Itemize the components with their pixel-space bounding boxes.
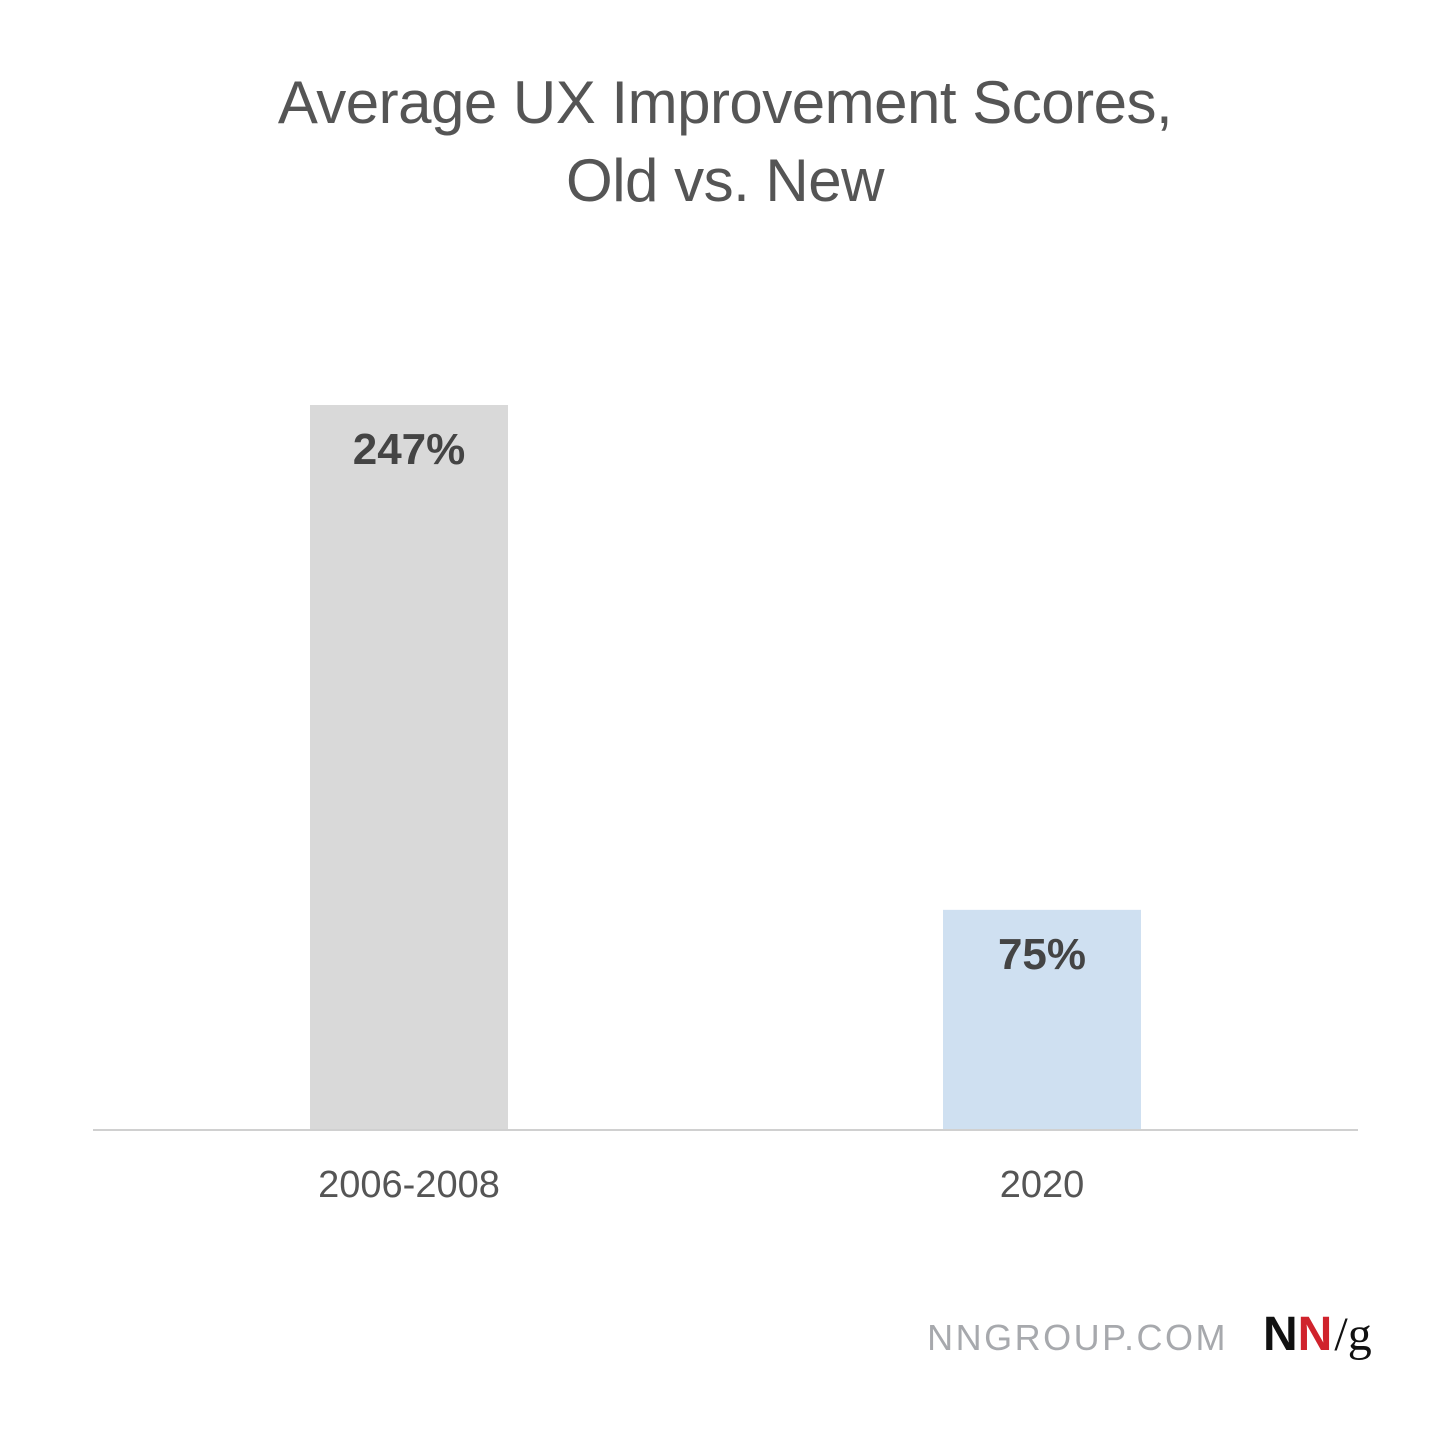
nng-logo: NN/g [1263, 1307, 1372, 1363]
logo-letter-n1: N [1263, 1308, 1298, 1361]
bar-2020 [943, 909, 1141, 1130]
chart-title-line-1: Average UX Improvement Scores, [277, 69, 1173, 136]
chart-title: Average UX Improvement Scores, Old vs. N… [0, 64, 1450, 220]
value-label-2020: 75% [998, 930, 1086, 979]
bar-2006-2008 [310, 405, 508, 1130]
labels-group: 247% 2006-2008 75% 2020 [318, 425, 1086, 1206]
footer: NNGROUP.COM NN/g [0, 1305, 1450, 1365]
chart-title-line-2: Old vs. New [566, 147, 884, 214]
x-tick-label-2006-2008: 2006-2008 [318, 1164, 500, 1206]
site-url: NNGROUP.COM [927, 1317, 1228, 1358]
bars-group [310, 405, 1141, 1130]
logo-slash: / [1334, 1308, 1348, 1361]
logo-letter-g: g [1347, 1308, 1372, 1361]
x-tick-label-2020: 2020 [1000, 1164, 1085, 1206]
logo-letter-n2: N [1297, 1308, 1333, 1361]
value-label-2006-2008: 247% [353, 425, 466, 474]
